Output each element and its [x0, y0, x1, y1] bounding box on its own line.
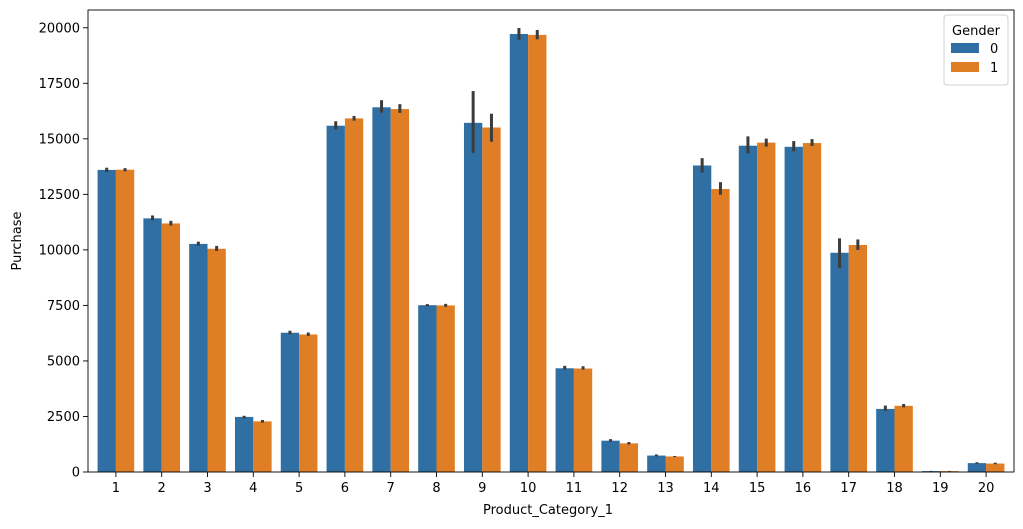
- legend-label-0: 0: [990, 42, 998, 57]
- plot-frame: [87, 9, 1015, 473]
- x-tick-label: 20: [978, 481, 995, 496]
- x-axis-label: Product_Category_1: [483, 503, 613, 518]
- bar-gender-0: [647, 455, 666, 472]
- bar-gender-1: [115, 169, 135, 472]
- y-tick-label: 0: [72, 466, 80, 481]
- bar-gender-0: [326, 125, 345, 473]
- bar-gender-0: [555, 368, 574, 472]
- x-tick-label: 10: [520, 481, 537, 496]
- bar-gender-0: [601, 440, 620, 472]
- error-bars-layer: [105, 27, 997, 472]
- y-tick-label: 5000: [47, 354, 80, 369]
- bar-gender-1: [344, 118, 364, 473]
- y-tick-label: 10000: [39, 243, 80, 258]
- bar-gender-0: [143, 218, 162, 472]
- y-axis-label: Purchase: [10, 211, 25, 270]
- bar-gender-0: [738, 145, 758, 472]
- bar-gender-1: [482, 127, 501, 473]
- y-tick-label: 20000: [39, 21, 80, 36]
- bar-gender-1: [207, 248, 226, 472]
- legend-swatch-1: [951, 62, 979, 72]
- bar-gender-1: [986, 463, 1005, 472]
- bar-gender-1: [573, 368, 593, 472]
- bar-gender-0: [280, 332, 300, 472]
- bar-gender-1: [802, 143, 822, 472]
- bar-gender-0: [189, 243, 208, 472]
- x-tick-label: 11: [566, 481, 583, 496]
- bar-gender-0: [692, 165, 712, 472]
- bar-gender-1: [161, 223, 181, 472]
- x-tick-label: 3: [203, 481, 211, 496]
- x-tick-label: 8: [432, 481, 440, 496]
- x-tick-label: 15: [749, 481, 766, 496]
- y-tick-label: 15000: [39, 132, 80, 147]
- bar-gender-0: [418, 305, 437, 472]
- bar-gender-0: [876, 408, 895, 472]
- legend-label-1: 1: [990, 61, 998, 76]
- x-tick-label: 9: [478, 481, 486, 496]
- bar-gender-1: [757, 142, 776, 472]
- x-tick-label: 17: [840, 481, 857, 496]
- bar-gender-1: [253, 421, 272, 472]
- bar-gender-0: [463, 122, 483, 472]
- bar-gender-1: [390, 109, 410, 472]
- bar-gender-1: [619, 443, 639, 472]
- x-tick-label: 4: [249, 481, 257, 496]
- y-tick-label: 2500: [47, 410, 80, 425]
- x-tick-label: 5: [295, 481, 303, 496]
- y-tick-label: 17500: [39, 77, 80, 92]
- bars-layer: [97, 33, 1005, 473]
- bar-gender-1: [436, 305, 455, 472]
- bar-gender-0: [784, 146, 803, 473]
- bar-gender-0: [830, 252, 849, 472]
- bar-gender-0: [372, 107, 391, 473]
- x-tick-label: 14: [703, 481, 720, 496]
- x-tick-label: 13: [657, 481, 674, 496]
- legend-title: Gender: [952, 24, 1001, 39]
- bar-gender-0: [509, 33, 529, 472]
- bar-gender-0: [234, 416, 254, 472]
- bar-gender-1: [711, 189, 730, 472]
- bar-gender-1: [894, 405, 913, 472]
- bar-gender-0: [97, 169, 116, 472]
- bar-gender-1: [528, 34, 547, 472]
- x-tick-label: 16: [795, 481, 812, 496]
- bar-gender-0: [967, 463, 987, 472]
- legend-swatch-0: [951, 43, 979, 53]
- x-tick-label: 6: [341, 481, 349, 496]
- x-tick-label: 2: [158, 481, 166, 496]
- x-tick-label: 7: [387, 481, 395, 496]
- y-tick-label: 12500: [39, 188, 80, 203]
- x-tick-label: 19: [932, 481, 949, 496]
- y-tick-label: 7500: [47, 299, 80, 314]
- legend: Gender 0 1: [943, 14, 1009, 86]
- x-tick-label: 1: [112, 481, 120, 496]
- x-tick-label: 18: [886, 481, 903, 496]
- x-tick-label: 12: [611, 481, 628, 496]
- bar-gender-1: [299, 334, 318, 472]
- bar-gender-1: [665, 456, 684, 472]
- bar-gender-1: [848, 244, 868, 472]
